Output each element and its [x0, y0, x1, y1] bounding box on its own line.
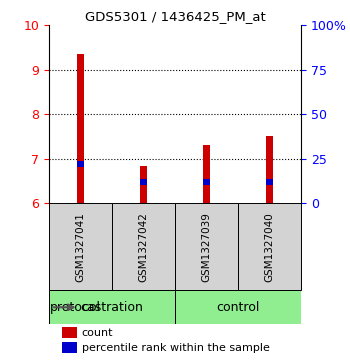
Bar — [77, 54, 84, 203]
Bar — [175, 203, 238, 290]
Bar — [140, 179, 147, 185]
Bar — [175, 290, 301, 324]
Text: GSM1327042: GSM1327042 — [139, 212, 148, 282]
Bar — [62, 327, 77, 338]
Bar — [49, 203, 112, 290]
Text: control: control — [216, 301, 260, 314]
Bar — [266, 136, 273, 203]
Text: protocol: protocol — [50, 301, 101, 314]
Bar — [77, 161, 84, 167]
Bar — [62, 342, 77, 353]
Bar — [203, 145, 210, 203]
Text: percentile rank within the sample: percentile rank within the sample — [82, 343, 270, 353]
Text: count: count — [82, 328, 113, 338]
Bar — [49, 290, 175, 324]
Bar — [238, 203, 301, 290]
Title: GDS5301 / 1436425_PM_at: GDS5301 / 1436425_PM_at — [85, 10, 265, 23]
Text: GSM1327040: GSM1327040 — [265, 212, 274, 282]
Bar — [112, 203, 175, 290]
Bar — [203, 179, 210, 185]
Bar — [140, 166, 147, 203]
Text: castration: castration — [80, 301, 144, 314]
Bar — [266, 179, 273, 185]
Text: GSM1327041: GSM1327041 — [76, 212, 85, 282]
Text: GSM1327039: GSM1327039 — [202, 212, 211, 282]
